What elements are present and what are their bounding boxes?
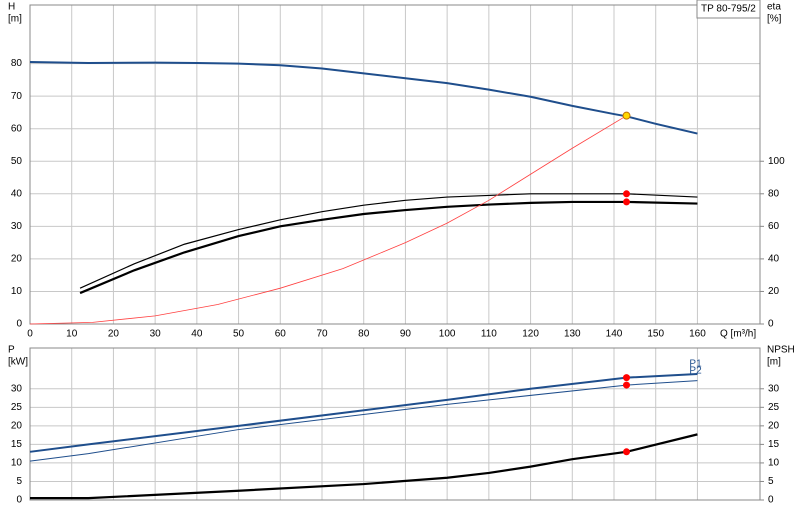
y-tick-label: 20 <box>11 254 23 265</box>
y-tick-label: 10 <box>11 458 23 469</box>
x-tick-label: 60 <box>275 329 287 340</box>
x-tick-label: 40 <box>191 329 203 340</box>
x-tick-label: 80 <box>358 329 370 340</box>
x-tick-label: 10 <box>66 329 78 340</box>
x-tick-label: 70 <box>316 329 328 340</box>
plot-area <box>29 4 761 325</box>
x-tick-label: 90 <box>400 329 412 340</box>
chart-title: TP 80-795/2 <box>701 4 756 15</box>
y-axis-label: H <box>8 2 15 13</box>
plot-area <box>29 347 761 501</box>
x-tick-label: 140 <box>606 329 623 340</box>
y2-tick-label: 0 <box>768 495 774 506</box>
y-tick-label: 30 <box>11 221 23 232</box>
y2-tick-label: 20 <box>768 420 780 431</box>
y2-tick-label: 0 <box>768 319 774 330</box>
x-tick-label: 30 <box>150 329 162 340</box>
y2-tick-label: 80 <box>768 188 780 199</box>
curve <box>29 380 698 462</box>
y-tick-label: 60 <box>11 123 23 134</box>
y-tick-label: 30 <box>11 383 23 394</box>
operating-point <box>623 190 631 198</box>
y2-tick-label: 40 <box>768 254 780 265</box>
y2-tick-label: 60 <box>768 221 780 232</box>
title-box <box>696 0 761 19</box>
x-tick-label: 160 <box>689 329 706 340</box>
y-tick-label: 0 <box>16 495 22 506</box>
y-axis-unit: [m] <box>8 14 22 25</box>
y2-tick-label: 15 <box>768 439 780 450</box>
x-axis-label: Q [m³/h] <box>720 329 756 340</box>
series-label: P2 <box>689 365 702 376</box>
operating-point <box>622 111 631 120</box>
y2-tick-label: 20 <box>768 286 780 297</box>
y2-axis-unit: [m] <box>767 357 781 368</box>
y-tick-label: 10 <box>11 286 23 297</box>
y-axis-label: P <box>8 345 15 356</box>
y2-tick-label: 100 <box>768 156 785 167</box>
y-tick-label: 15 <box>11 439 23 450</box>
curve <box>79 193 698 289</box>
plot-frame <box>29 347 761 501</box>
y2-tick-label: 5 <box>768 476 774 487</box>
y-tick-label: 40 <box>11 188 23 199</box>
operating-point <box>623 198 631 206</box>
x-tick-label: 120 <box>522 329 539 340</box>
x-tick-label: 150 <box>647 329 664 340</box>
y2-tick-label: 30 <box>768 383 780 394</box>
operating-point <box>623 374 631 382</box>
curve <box>29 115 627 325</box>
operating-point <box>623 381 631 389</box>
x-tick-label: 0 <box>27 329 33 340</box>
y-tick-label: 20 <box>11 420 23 431</box>
operating-point <box>623 448 631 456</box>
plot-frame <box>29 4 761 325</box>
y-tick-label: 0 <box>16 319 22 330</box>
curve <box>30 433 698 500</box>
y-axis-unit: [kW] <box>8 357 28 368</box>
curve <box>79 200 698 295</box>
curve <box>29 60 698 135</box>
y2-tick-label: 25 <box>768 402 780 413</box>
y2-axis-unit: [%] <box>767 14 782 25</box>
y-tick-label: 50 <box>11 156 23 167</box>
x-tick-label: 20 <box>108 329 120 340</box>
x-tick-label: 110 <box>481 329 497 340</box>
y-tick-label: 70 <box>11 91 23 102</box>
y2-axis-label: NPSH <box>767 345 795 356</box>
y-tick-label: 25 <box>11 402 23 413</box>
series-label: P1 <box>689 359 702 370</box>
x-tick-label: 130 <box>564 329 581 340</box>
x-tick-label: 50 <box>233 329 245 340</box>
y-tick-label: 5 <box>16 476 22 487</box>
y2-axis-label: eta <box>767 2 781 13</box>
x-tick-label: 100 <box>439 329 456 340</box>
y-tick-label: 80 <box>11 58 23 69</box>
y2-tick-label: 10 <box>768 458 780 469</box>
